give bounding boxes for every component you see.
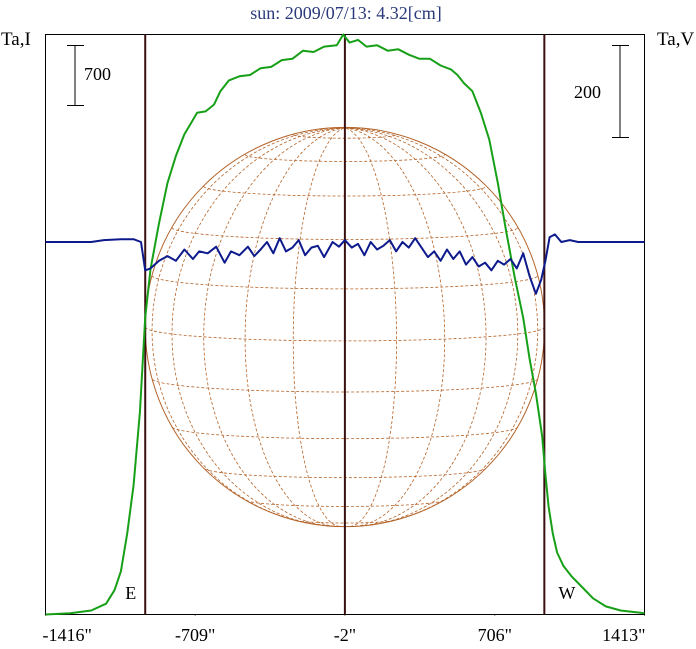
left-scale-bar-label: 700 xyxy=(84,64,111,84)
x-axis-ticks: -1416" -709" -2" 706" 1413" xyxy=(43,614,646,645)
meridian-line xyxy=(344,127,539,518)
right-scale-bar-label: 200 xyxy=(574,82,601,102)
meridian-line xyxy=(151,127,345,518)
meridian-line xyxy=(203,127,345,527)
x-tick-label: 1413" xyxy=(602,625,645,645)
right-axis-label: Ta,V xyxy=(657,29,694,50)
series-ta-v-line xyxy=(45,233,645,295)
chart-title: sun: 2009/07/13: 4.32[cm] xyxy=(250,3,442,23)
x-tick-label: -2" xyxy=(334,625,356,645)
left-axis-label: Ta,I xyxy=(1,29,31,50)
parallel-line xyxy=(151,275,539,290)
meridian-line xyxy=(344,127,398,527)
parallel-line xyxy=(295,520,395,524)
x-tick-label: 706" xyxy=(478,625,512,645)
x-tick-label: -1416" xyxy=(43,625,92,645)
meridian-line xyxy=(244,127,345,527)
x-tick-label: -709" xyxy=(175,625,215,645)
meridian-line xyxy=(292,127,346,527)
right-scale-bar: 200 xyxy=(574,45,629,138)
parallel-line xyxy=(152,378,538,393)
meridian-line xyxy=(171,127,345,526)
parallel-line xyxy=(171,426,518,440)
meridian-line xyxy=(344,127,487,527)
meridian-line xyxy=(344,127,519,526)
meridian-line xyxy=(344,127,446,527)
limb-marker-label: W xyxy=(558,583,575,603)
series-ta-i-line xyxy=(45,33,645,616)
limb-marker-label: E xyxy=(125,583,136,603)
left-scale-bar: 700 xyxy=(67,45,111,106)
